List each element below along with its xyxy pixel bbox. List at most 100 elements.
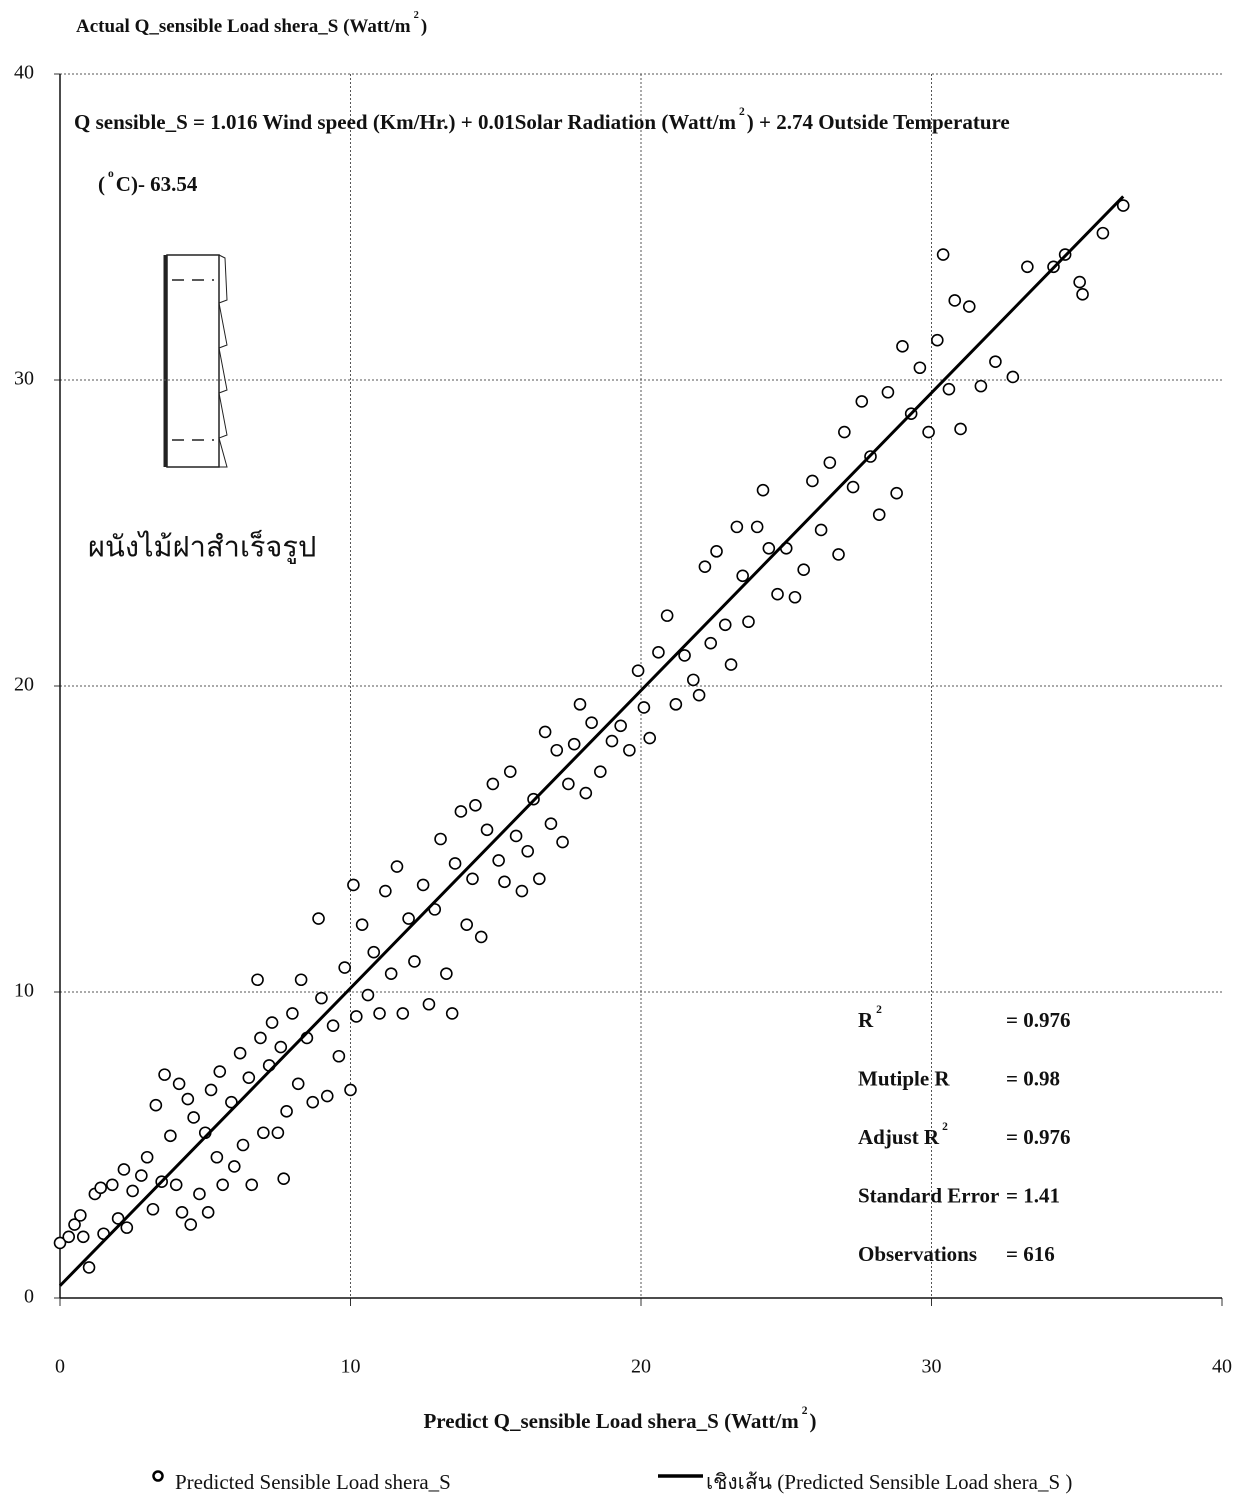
data-point xyxy=(445,1007,459,1020)
data-point xyxy=(361,988,375,1002)
data-point xyxy=(931,333,944,347)
stat-value: = 0.98 xyxy=(1006,1066,1060,1090)
data-point xyxy=(53,1236,67,1250)
stat-label-sup: 2 xyxy=(942,1121,948,1133)
data-point xyxy=(204,1083,218,1097)
data-point xyxy=(332,1049,346,1063)
data-point xyxy=(788,590,802,604)
data-point xyxy=(344,1083,357,1097)
data-point xyxy=(140,1150,154,1164)
data-point xyxy=(315,991,328,1005)
y-axis-title: Actual Q_sensible Load shera_S (Watt/m2) xyxy=(76,10,427,37)
data-point xyxy=(82,1261,96,1274)
data-point xyxy=(1073,275,1086,289)
data-point xyxy=(594,765,607,778)
data-point xyxy=(175,1206,189,1219)
stat-value: = 0.976 xyxy=(1006,1125,1070,1149)
data-point xyxy=(164,1129,177,1143)
data-point xyxy=(498,875,511,889)
data-point xyxy=(838,425,851,439)
data-point xyxy=(245,1178,259,1192)
data-point xyxy=(184,1218,198,1231)
data-point xyxy=(274,1040,288,1054)
data-point xyxy=(434,832,447,846)
data-point xyxy=(669,698,683,711)
data-point xyxy=(846,480,860,494)
data-point xyxy=(756,483,770,497)
data-point xyxy=(913,361,927,375)
data-point xyxy=(698,560,712,573)
data-point xyxy=(989,355,1002,368)
equation-text: ( xyxy=(98,172,105,196)
data-point xyxy=(954,422,967,436)
data-point xyxy=(890,486,903,500)
data-point xyxy=(466,872,479,886)
data-point xyxy=(538,725,552,739)
data-point xyxy=(567,737,581,751)
x-axis-title-tail: ) xyxy=(810,1409,817,1433)
x-tick-label: 20 xyxy=(631,1356,651,1378)
data-point xyxy=(704,636,718,650)
data-point xyxy=(74,1209,87,1222)
data-point xyxy=(210,1150,224,1164)
legend-label: เชิงเส้น (Predicted Sensible Load shera_… xyxy=(706,1470,1072,1494)
data-point xyxy=(384,967,398,980)
data-point xyxy=(251,973,264,987)
data-point xyxy=(585,716,598,730)
legend-marker xyxy=(152,1470,164,1482)
stat-label: Observations xyxy=(858,1242,977,1266)
wall-label: ผนังไม้ฝาสำเร็จรูป xyxy=(88,529,316,565)
data-point xyxy=(474,930,488,944)
data-point xyxy=(724,658,738,671)
data-point xyxy=(201,1206,215,1219)
data-point xyxy=(193,1187,206,1201)
data-point xyxy=(277,1172,290,1185)
data-point xyxy=(158,1068,171,1081)
data-point xyxy=(408,955,421,968)
data-point xyxy=(814,523,828,537)
data-point xyxy=(660,609,674,622)
data-point xyxy=(379,884,392,898)
data-point xyxy=(686,673,700,687)
data-point xyxy=(62,1230,76,1244)
stat-label-text: R xyxy=(858,1008,874,1032)
data-point xyxy=(974,379,988,393)
data-point xyxy=(614,719,627,733)
data-point xyxy=(242,1071,256,1084)
stat-label-text: Mutiple R xyxy=(858,1066,950,1090)
x-axis-title: Predict Q_sensible Load shera_S (Watt/m 2… xyxy=(423,1405,816,1433)
data-point xyxy=(236,1138,250,1152)
data-point xyxy=(120,1221,134,1234)
data-point xyxy=(1006,370,1020,384)
data-point xyxy=(948,294,962,307)
data-point xyxy=(291,1077,305,1091)
stat-label: Standard Error xyxy=(858,1183,999,1207)
data-point xyxy=(678,649,691,662)
data-point xyxy=(643,731,657,745)
data-point xyxy=(730,520,744,534)
data-point xyxy=(797,563,810,577)
equation-sup: o xyxy=(108,168,114,180)
data-point xyxy=(692,688,706,702)
x-tick-label: 10 xyxy=(341,1356,361,1378)
data-point xyxy=(896,340,909,353)
data-point xyxy=(187,1111,200,1124)
data-point xyxy=(402,912,415,925)
data-point xyxy=(736,569,749,583)
data-point xyxy=(710,545,723,558)
trend-line xyxy=(58,195,1125,1287)
data-point xyxy=(350,1010,363,1023)
stat-label-sup: 2 xyxy=(876,1004,882,1016)
data-point xyxy=(652,646,665,659)
equation: Q sensible_S = 1.016 Wind speed (Km/Hr.)… xyxy=(74,106,1010,134)
data-point xyxy=(573,698,587,711)
data-point xyxy=(562,777,575,791)
stat-value: = 0.976 xyxy=(1006,1008,1070,1032)
data-point xyxy=(338,961,351,974)
stat-label-text: Observations xyxy=(858,1242,977,1266)
data-point xyxy=(146,1202,160,1216)
data-point xyxy=(367,945,381,959)
data-point xyxy=(94,1181,107,1195)
data-point xyxy=(556,835,569,849)
